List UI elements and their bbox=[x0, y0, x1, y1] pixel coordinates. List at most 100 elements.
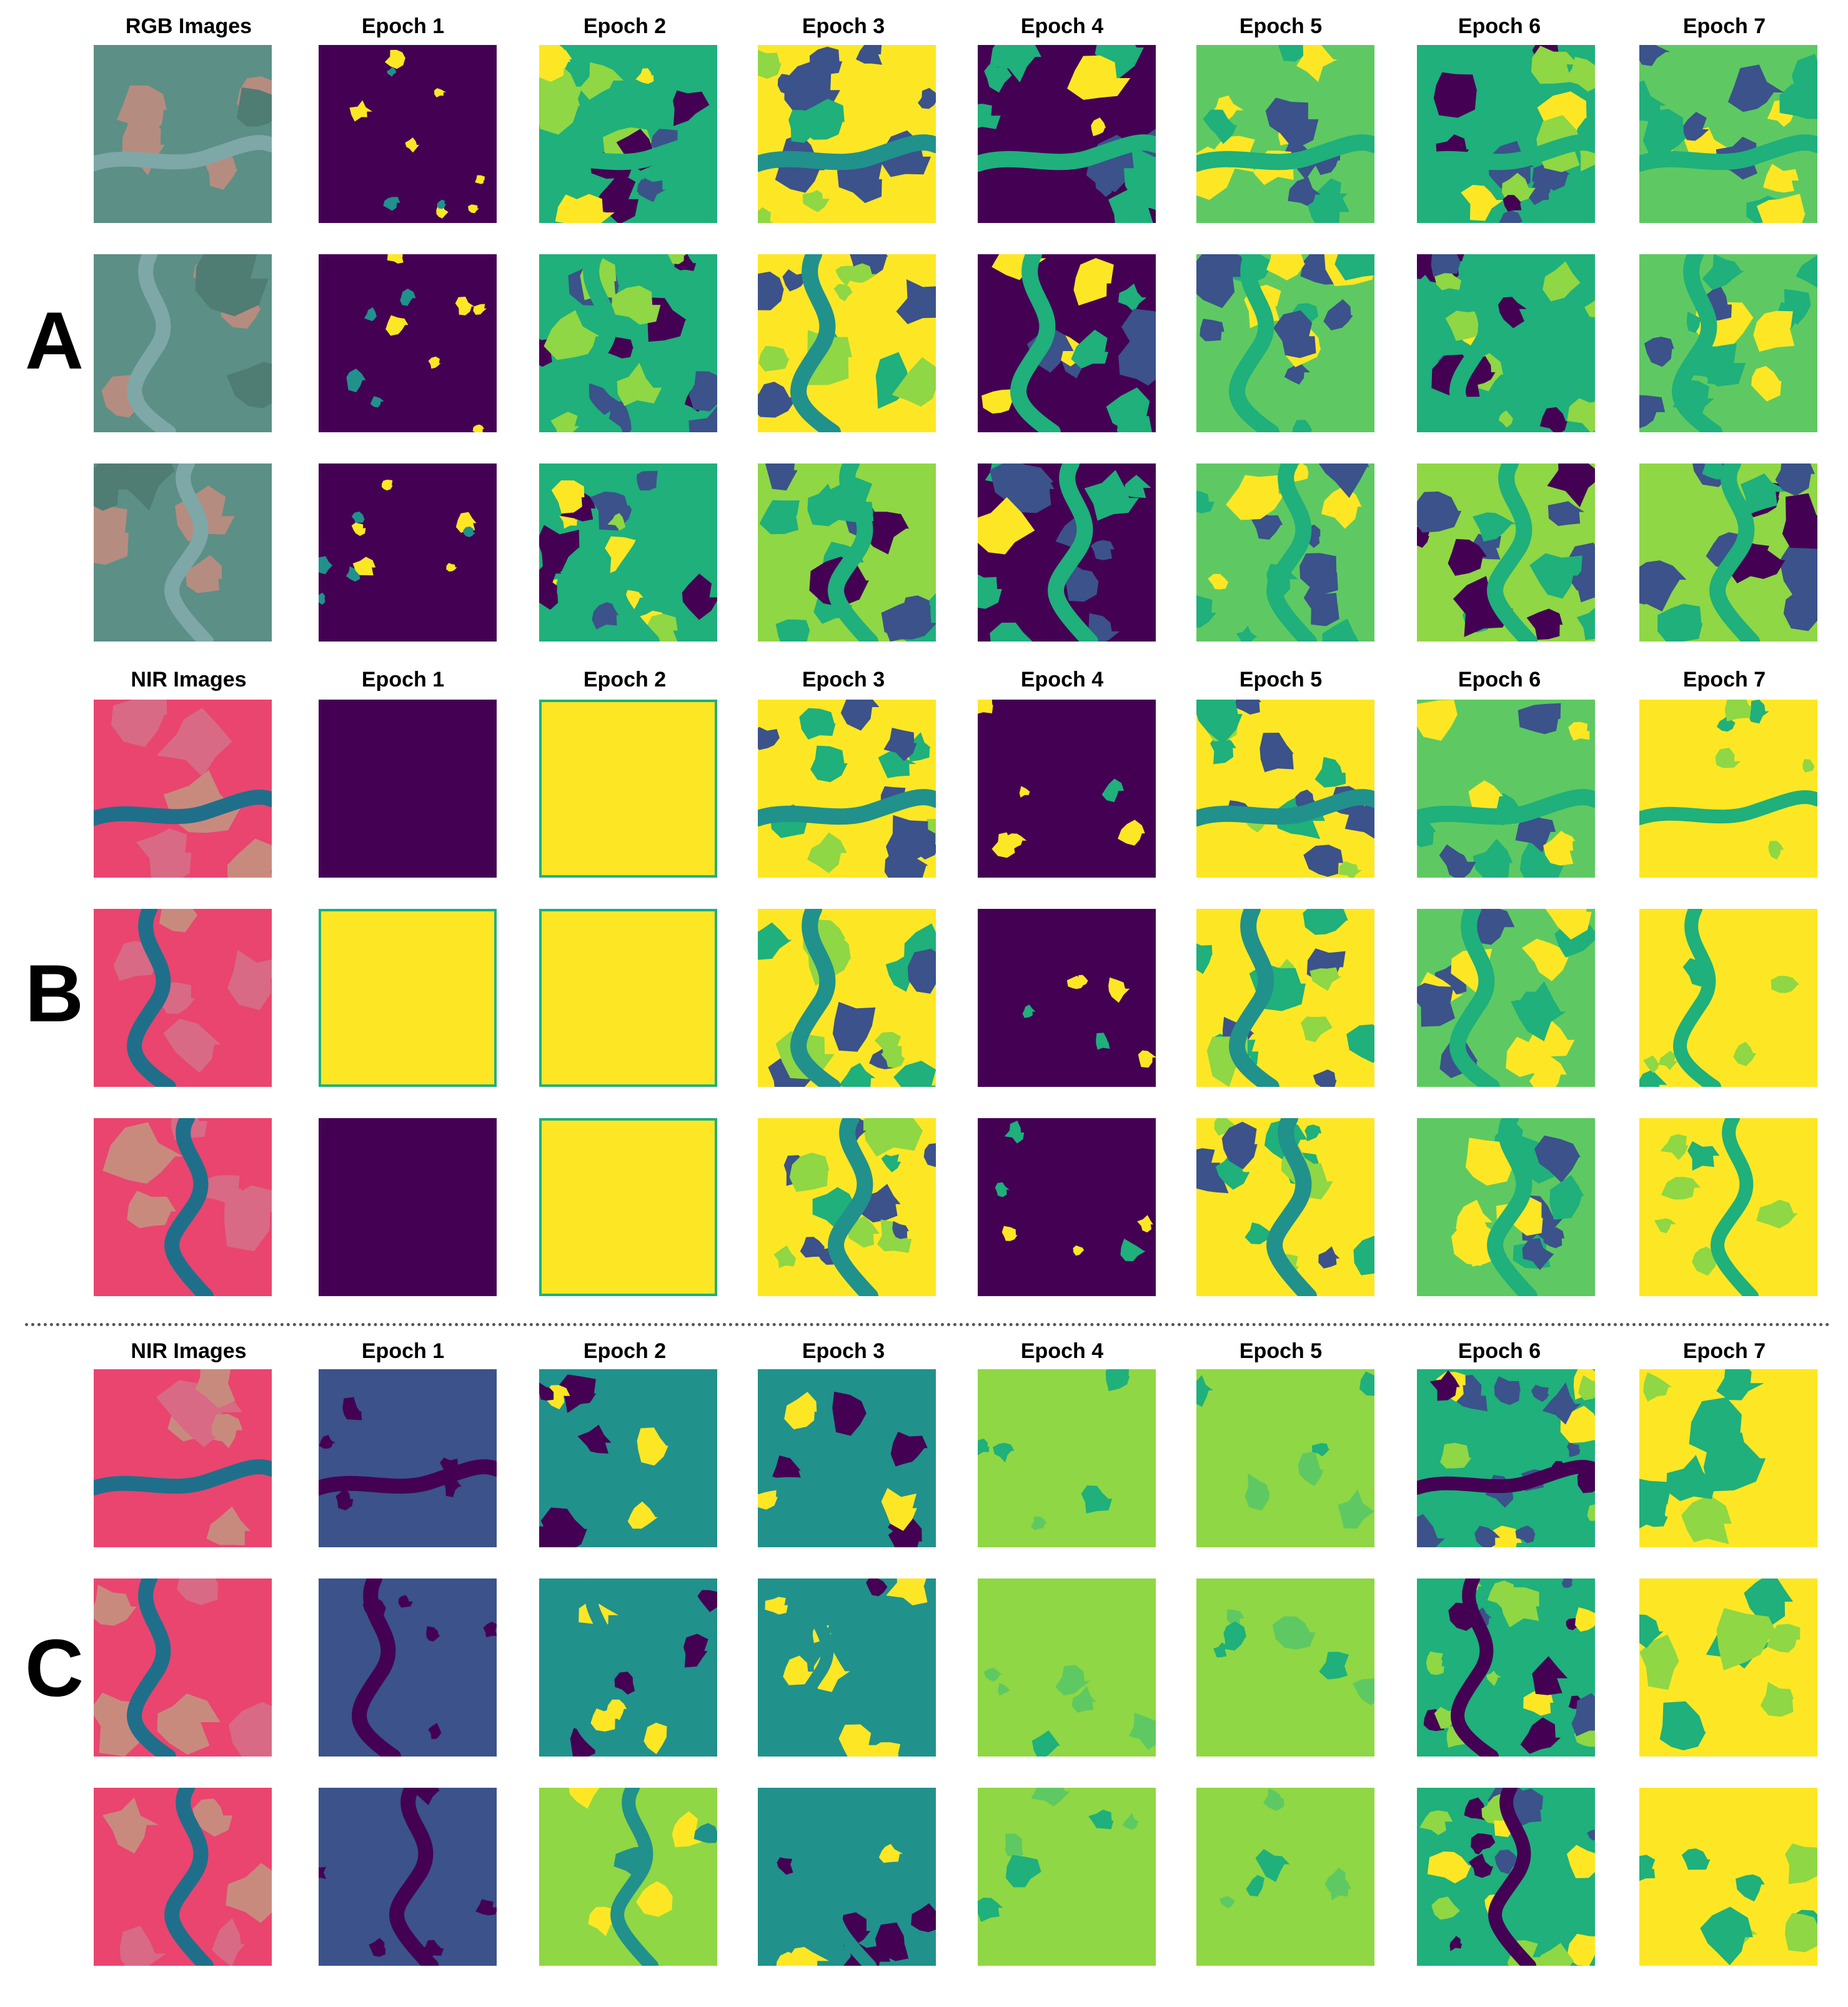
epoch-3-prediction-tile bbox=[758, 1578, 936, 1757]
epoch-6-prediction-tile bbox=[1417, 909, 1595, 1087]
input-image-tile bbox=[94, 1578, 272, 1757]
epoch-4-prediction-tile bbox=[978, 1369, 1156, 1547]
epoch-2-prediction-tile bbox=[539, 254, 717, 432]
epoch-5-prediction-tile bbox=[1196, 700, 1374, 878]
epoch-1-prediction-tile bbox=[319, 1788, 497, 1966]
column-header-epoch-2: Epoch 2 bbox=[583, 14, 667, 38]
epoch-7-prediction-tile bbox=[1639, 700, 1817, 878]
epoch-7-prediction-tile bbox=[1639, 1788, 1817, 1966]
epoch-4-prediction-tile bbox=[978, 909, 1156, 1087]
epoch-2-prediction-tile bbox=[539, 1118, 717, 1296]
epoch-3-prediction-tile bbox=[758, 254, 936, 432]
input-image-tile bbox=[94, 463, 272, 642]
input-image-tile bbox=[94, 700, 272, 878]
column-header-input: RGB Images bbox=[125, 14, 252, 38]
column-header-epoch-2: Epoch 2 bbox=[583, 668, 667, 691]
epoch-7-prediction-tile bbox=[1639, 1118, 1817, 1296]
epoch-3-prediction-tile bbox=[758, 45, 936, 223]
input-image-tile bbox=[94, 1369, 272, 1547]
epoch-3-prediction-tile bbox=[758, 909, 936, 1087]
input-image-tile bbox=[94, 909, 272, 1087]
epoch-2-prediction-tile bbox=[539, 909, 717, 1087]
column-header-epoch-7: Epoch 7 bbox=[1682, 668, 1766, 691]
epoch-7-prediction-tile bbox=[1639, 463, 1817, 642]
column-header-epoch-7: Epoch 7 bbox=[1682, 14, 1766, 38]
epoch-3-prediction-tile bbox=[758, 1788, 936, 1966]
epoch-7-prediction-tile bbox=[1639, 1578, 1817, 1757]
epoch-4-prediction-tile bbox=[978, 45, 1156, 223]
epoch-4-prediction-tile bbox=[978, 1578, 1156, 1757]
column-header-input: NIR Images bbox=[131, 668, 247, 691]
epoch-5-prediction-tile bbox=[1196, 1118, 1374, 1296]
epoch-1-prediction-tile bbox=[319, 1369, 497, 1547]
column-header-epoch-1: Epoch 1 bbox=[361, 668, 445, 691]
column-header-epoch-4: Epoch 4 bbox=[1020, 1339, 1104, 1363]
section-letter-a: A bbox=[25, 295, 84, 386]
column-header-input: NIR Images bbox=[131, 1339, 247, 1363]
section-separator bbox=[25, 1323, 1831, 1326]
epoch-3-prediction-tile bbox=[758, 1369, 936, 1547]
epoch-3-prediction-tile bbox=[758, 463, 936, 642]
epoch-4-prediction-tile bbox=[978, 700, 1156, 878]
epoch-1-prediction-tile bbox=[319, 45, 497, 223]
epoch-7-prediction-tile bbox=[1639, 254, 1817, 432]
epoch-6-prediction-tile bbox=[1417, 1118, 1595, 1296]
input-image-tile bbox=[94, 1788, 272, 1966]
epoch-2-prediction-tile bbox=[539, 463, 717, 642]
epoch-6-prediction-tile bbox=[1417, 254, 1595, 432]
column-header-epoch-7: Epoch 7 bbox=[1682, 1339, 1766, 1363]
epoch-5-prediction-tile bbox=[1196, 254, 1374, 432]
column-header-epoch-2: Epoch 2 bbox=[583, 1339, 667, 1363]
epoch-4-prediction-tile bbox=[978, 1118, 1156, 1296]
epoch-2-prediction-tile bbox=[539, 700, 717, 878]
epoch-2-prediction-tile bbox=[539, 1578, 717, 1757]
column-header-epoch-6: Epoch 6 bbox=[1458, 1339, 1541, 1363]
input-image-tile bbox=[94, 45, 272, 223]
column-header-epoch-1: Epoch 1 bbox=[361, 14, 445, 38]
epoch-6-prediction-tile bbox=[1417, 463, 1595, 642]
column-header-epoch-5: Epoch 5 bbox=[1239, 14, 1323, 38]
input-image-tile bbox=[94, 1118, 272, 1296]
epoch-2-prediction-tile bbox=[539, 1369, 717, 1547]
column-header-epoch-4: Epoch 4 bbox=[1020, 14, 1104, 38]
epoch-4-prediction-tile bbox=[978, 463, 1156, 642]
epoch-3-prediction-tile bbox=[758, 1118, 936, 1296]
epoch-4-prediction-tile bbox=[978, 254, 1156, 432]
epoch-5-prediction-tile bbox=[1196, 1788, 1374, 1966]
epoch-7-prediction-tile bbox=[1639, 909, 1817, 1087]
epoch-1-prediction-tile bbox=[319, 700, 497, 878]
epoch-7-prediction-tile bbox=[1639, 1369, 1817, 1547]
column-header-epoch-1: Epoch 1 bbox=[361, 1339, 445, 1363]
input-image-tile bbox=[94, 254, 272, 432]
epoch-6-prediction-tile bbox=[1417, 1369, 1595, 1547]
column-header-epoch-5: Epoch 5 bbox=[1239, 668, 1323, 691]
epoch-5-prediction-tile bbox=[1196, 1578, 1374, 1757]
column-header-epoch-5: Epoch 5 bbox=[1239, 1339, 1323, 1363]
epoch-1-prediction-tile bbox=[319, 1578, 497, 1757]
epoch-6-prediction-tile bbox=[1417, 45, 1595, 223]
epoch-6-prediction-tile bbox=[1417, 700, 1595, 878]
epoch-2-prediction-tile bbox=[539, 45, 717, 223]
epoch-2-prediction-tile bbox=[539, 1788, 717, 1966]
epoch-1-prediction-tile bbox=[319, 909, 497, 1087]
column-header-epoch-4: Epoch 4 bbox=[1020, 668, 1104, 691]
epoch-6-prediction-tile bbox=[1417, 1578, 1595, 1757]
epoch-7-prediction-tile bbox=[1639, 45, 1817, 223]
epoch-5-prediction-tile bbox=[1196, 463, 1374, 642]
epoch-3-prediction-tile bbox=[758, 700, 936, 878]
column-header-epoch-6: Epoch 6 bbox=[1458, 668, 1541, 691]
epoch-1-prediction-tile bbox=[319, 463, 497, 642]
epoch-1-prediction-tile bbox=[319, 254, 497, 432]
column-header-epoch-3: Epoch 3 bbox=[802, 1339, 885, 1363]
epoch-6-prediction-tile bbox=[1417, 1788, 1595, 1966]
epoch-5-prediction-tile bbox=[1196, 1369, 1374, 1547]
section-letter-b: B bbox=[25, 948, 84, 1039]
epoch-4-prediction-tile bbox=[978, 1788, 1156, 1966]
column-header-epoch-3: Epoch 3 bbox=[802, 14, 885, 38]
epoch-5-prediction-tile bbox=[1196, 909, 1374, 1087]
epoch-5-prediction-tile bbox=[1196, 45, 1374, 223]
column-header-epoch-6: Epoch 6 bbox=[1458, 14, 1541, 38]
section-letter-c: C bbox=[25, 1622, 84, 1713]
column-header-epoch-3: Epoch 3 bbox=[802, 668, 885, 691]
epoch-1-prediction-tile bbox=[319, 1118, 497, 1296]
